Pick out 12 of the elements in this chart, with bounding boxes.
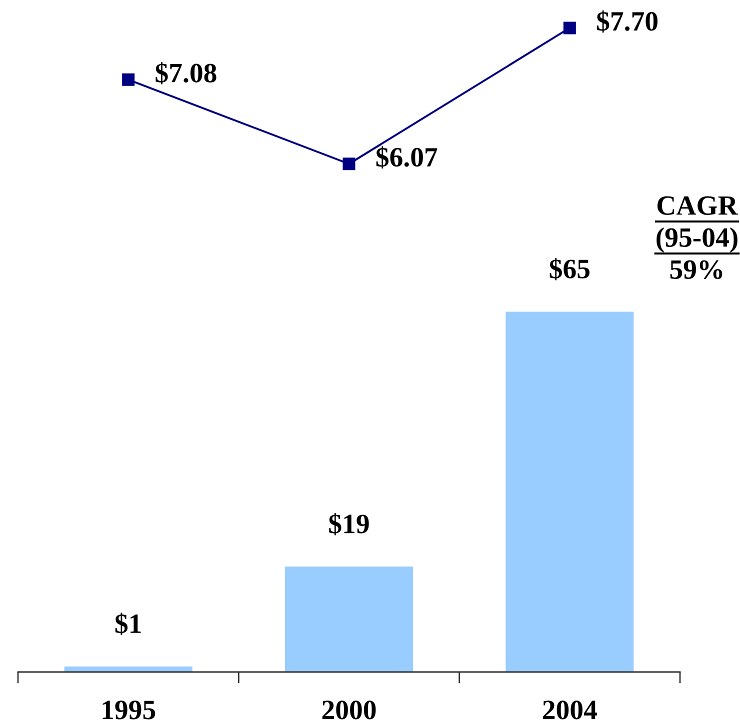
text: 59% (670, 260, 722, 280)
x-tick-label: 2004 (543, 700, 597, 720)
text: (95-04) (656, 227, 738, 253)
x-tick-label: 2000 (322, 700, 376, 720)
data-label: $6.07 (376, 146, 438, 169)
data-label: $7.08 (156, 62, 216, 84)
text: CAGR (657, 196, 738, 215)
data-label: $65 (550, 258, 590, 280)
data-label: $7.70 (597, 10, 658, 33)
data-label: $19 (329, 512, 369, 536)
x-tick-label: 1995 (102, 700, 156, 720)
data-label: $1 (115, 612, 141, 635)
